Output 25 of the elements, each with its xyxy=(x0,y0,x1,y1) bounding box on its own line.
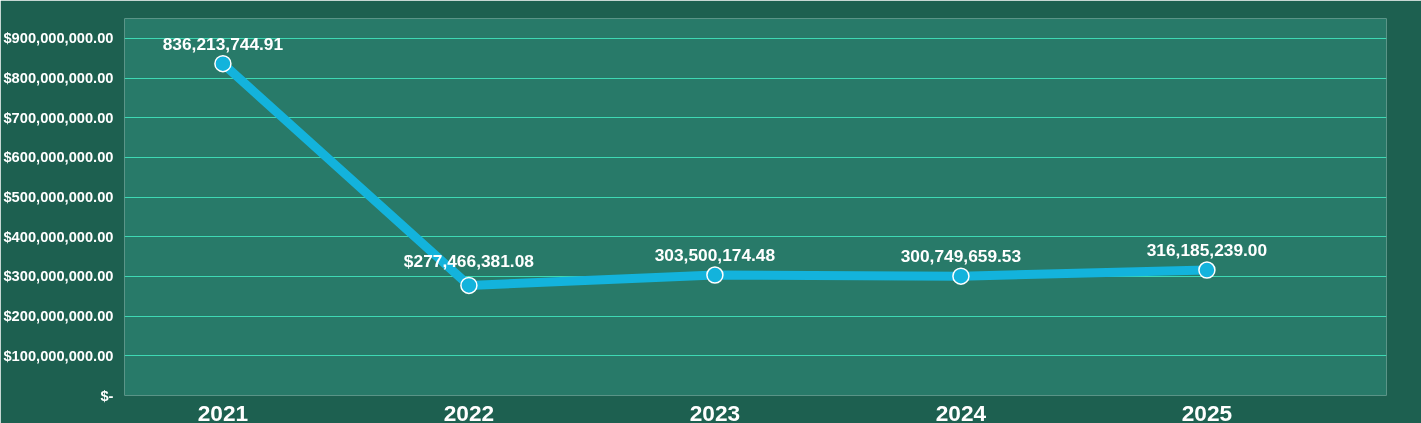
y-tick-label: $300,000,000.00 xyxy=(3,268,114,285)
y-tick-label: $800,000,000.00 xyxy=(3,70,114,87)
data-label: 300,749,659.53 xyxy=(900,246,1022,267)
y-tick-label: $700,000,000.00 xyxy=(3,109,114,126)
data-label: 316,185,239.00 xyxy=(1146,240,1268,261)
x-tick-label: 2021 xyxy=(197,399,249,423)
y-tick-label: $- xyxy=(100,387,114,404)
x-tick-label: 2024 xyxy=(935,399,987,423)
y-tick-label: $900,000,000.00 xyxy=(3,30,114,47)
data-label: 836,213,744.91 xyxy=(162,33,284,54)
point xyxy=(706,266,724,284)
y-tick-label: $200,000,000.00 xyxy=(3,308,114,325)
data-label: 303,500,174.48 xyxy=(654,245,776,266)
point xyxy=(214,54,232,73)
point xyxy=(460,276,478,295)
y-tick-label: $500,000,000.00 xyxy=(3,189,114,206)
data-label: $277,466,381.08 xyxy=(403,251,535,272)
point xyxy=(1198,261,1216,279)
point xyxy=(952,267,970,285)
y-tick-label: $100,000,000.00 xyxy=(3,347,114,364)
x-tick-label: 2025 xyxy=(1181,399,1233,423)
y-tick-label: $400,000,000.00 xyxy=(3,228,114,245)
y-tick-label: $600,000,000.00 xyxy=(3,149,114,166)
x-tick-label: 2022 xyxy=(443,399,495,423)
x-tick-label: 2023 xyxy=(689,399,741,423)
